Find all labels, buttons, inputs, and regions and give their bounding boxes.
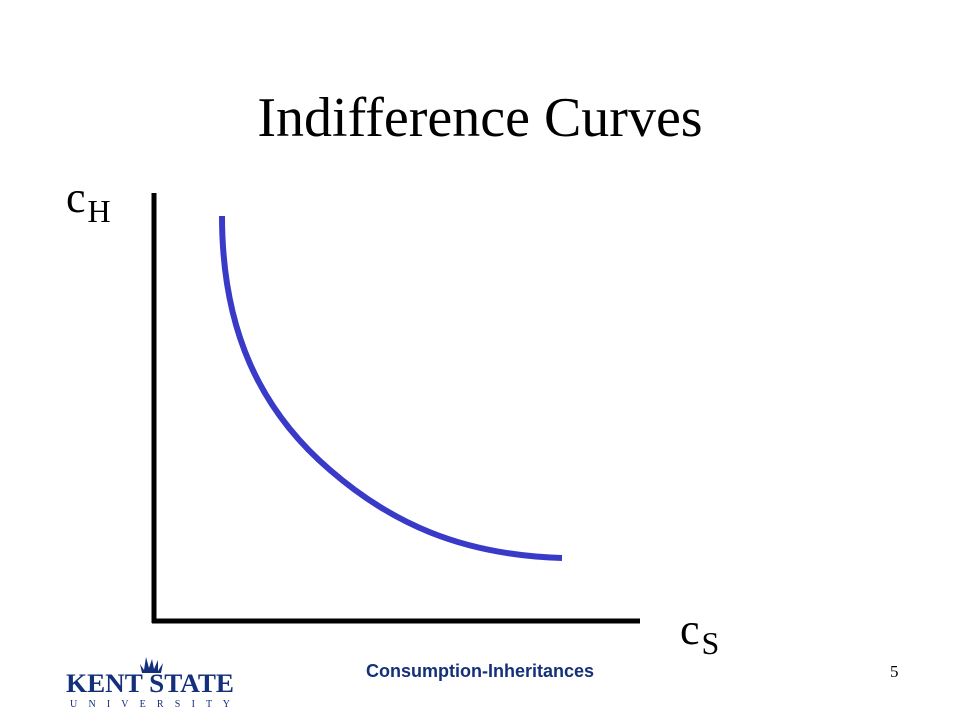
x-axis-label: cS xyxy=(680,605,719,660)
y-axis-label-sub: H xyxy=(87,193,111,229)
logo-wordmark: KENT STATE xyxy=(66,669,234,698)
y-axis-label-main: c xyxy=(66,173,86,222)
slide-title: Indifference Curves xyxy=(257,87,703,149)
logo-flame-icon xyxy=(140,657,163,673)
kent-state-logo: KENT STATE U N I V E R S I T Y xyxy=(66,657,234,710)
logo-university: U N I V E R S I T Y xyxy=(70,699,230,710)
footer-title: Consumption-Inheritances xyxy=(365,661,594,681)
y-axis-label: cH xyxy=(66,173,111,228)
indifference-curve xyxy=(219,215,563,561)
page-number: 5 xyxy=(890,662,899,681)
x-axis-label-main: c xyxy=(680,605,700,654)
x-axis-label-sub: S xyxy=(701,625,720,661)
